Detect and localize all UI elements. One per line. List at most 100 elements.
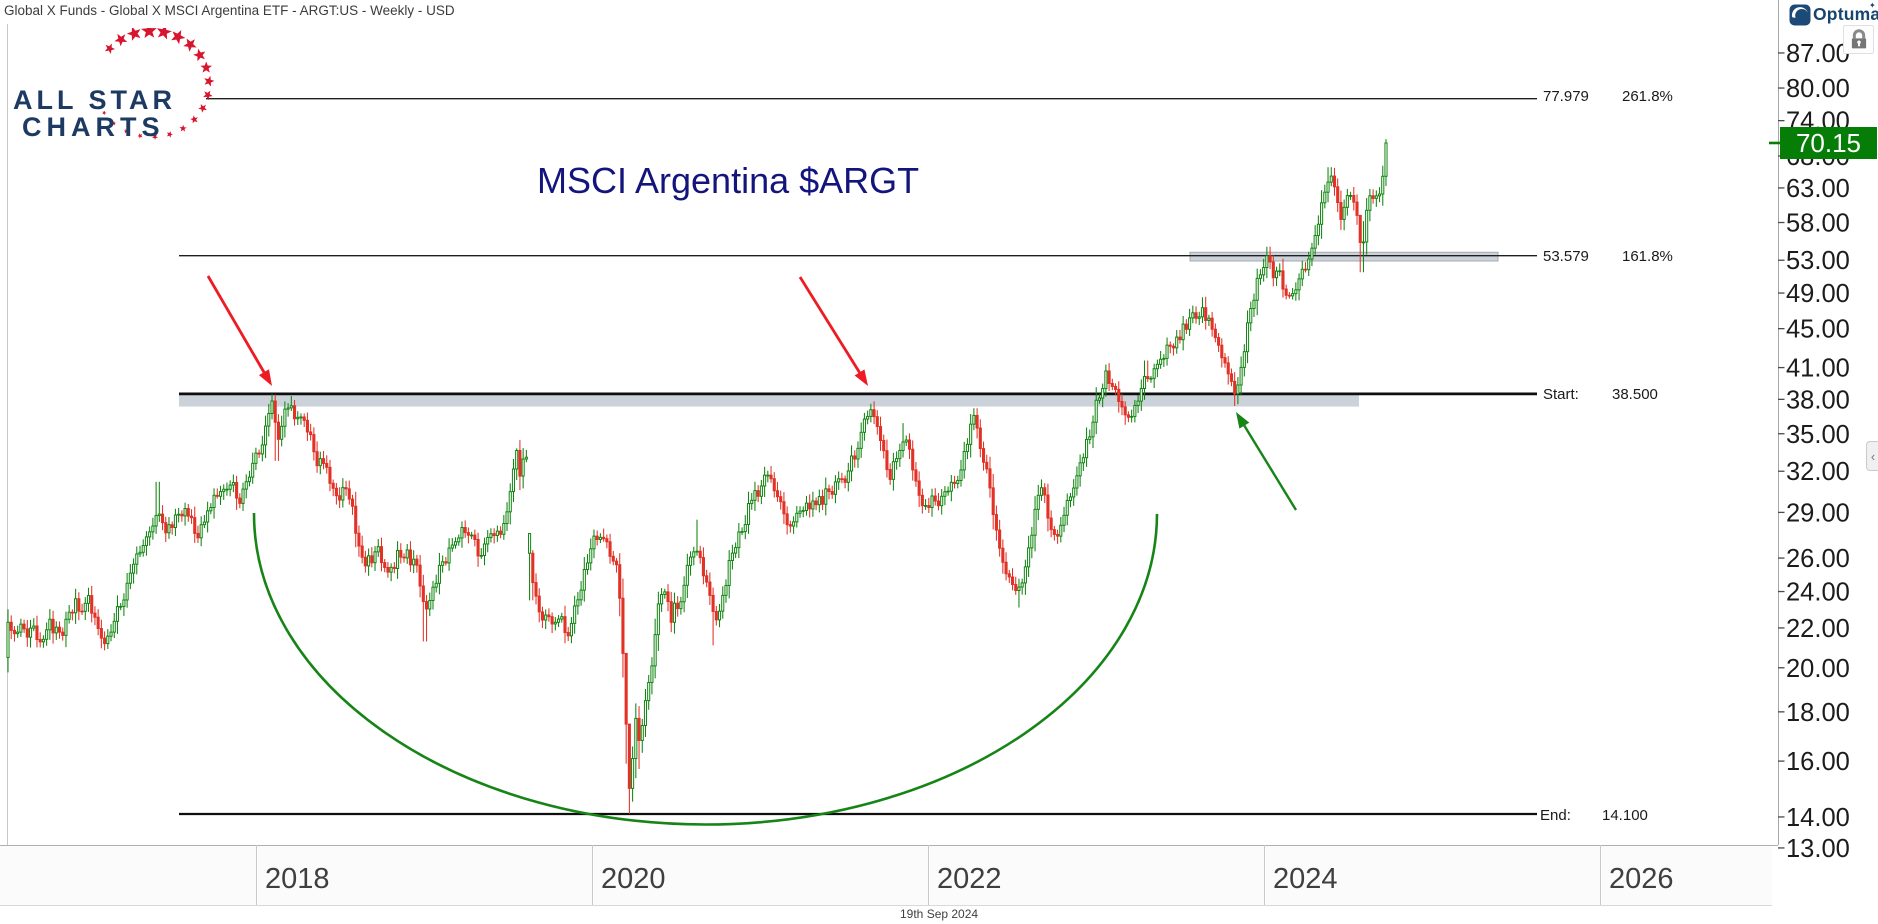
candle-body: [412, 558, 416, 566]
candle-body: [1329, 175, 1333, 183]
logo-star: [179, 124, 187, 132]
fib-261-pct-label: 261.8%: [1622, 88, 1673, 105]
optuma-logo-text: Optuma: [1813, 4, 1878, 24]
candle-body: [711, 594, 715, 613]
candle-body: [206, 510, 210, 523]
candle-body: [933, 495, 937, 502]
candle-body: [347, 488, 351, 500]
candle-body: [927, 505, 931, 509]
optuma-logo: Optuma ✦: [1789, 1, 1878, 27]
candle-body: [28, 627, 33, 638]
candle-body: [553, 621, 557, 625]
candle-body: [1236, 384, 1240, 395]
fib-161-pct-label: 161.8%: [1622, 248, 1673, 265]
y-axis-label: 53.00: [1786, 247, 1850, 275]
candle-body: [148, 531, 152, 538]
year-label: 2026: [1609, 863, 1674, 895]
candle-body: [1036, 494, 1040, 510]
candle-body: [814, 500, 818, 506]
candle-body: [450, 544, 454, 549]
candle-body: [1374, 195, 1378, 199]
candle-body: [215, 494, 219, 497]
year-label: 2020: [601, 863, 666, 895]
candle-body: [840, 478, 844, 481]
candle-body: [660, 594, 664, 605]
candle-body: [904, 439, 908, 443]
candle-body: [1123, 406, 1127, 416]
candle-body: [1126, 414, 1130, 418]
candle-body: [350, 498, 355, 507]
candle-body: [1178, 336, 1182, 341]
candle-body: [804, 502, 809, 512]
candle-body: [640, 725, 644, 741]
logo-star: [141, 28, 157, 38]
candle-body: [991, 487, 995, 516]
candle-body: [125, 582, 129, 601]
candle-body: [231, 481, 235, 486]
candle-body: [424, 601, 429, 610]
y-axis-label: 20.00: [1786, 655, 1850, 683]
candle-body: [705, 575, 709, 583]
candle-body: [1059, 524, 1063, 537]
lock-button[interactable]: [1843, 25, 1874, 54]
price-zone: [179, 392, 1359, 407]
candle-body: [444, 561, 448, 564]
candle-body: [470, 534, 474, 537]
lock-icon: [1851, 29, 1866, 49]
candle-body: [64, 618, 68, 636]
candle-body: [1307, 258, 1311, 271]
candle-body: [80, 610, 84, 613]
candle-body: [1316, 223, 1320, 237]
candle-body: [808, 502, 812, 510]
candle-body: [1110, 382, 1114, 387]
candle-body: [128, 572, 132, 584]
candle-body: [1223, 357, 1227, 364]
candle-body: [1136, 400, 1140, 406]
candle-body: [682, 584, 686, 603]
candle-body: [981, 448, 986, 463]
candle-body: [753, 490, 757, 501]
candle-body: [624, 652, 628, 725]
logo-star: [200, 61, 212, 73]
candle-body: [77, 598, 81, 612]
candle-body: [67, 611, 71, 620]
candle-body: [975, 414, 979, 429]
logo-star: [123, 128, 129, 134]
candle-body: [1101, 387, 1105, 399]
candle-body: [985, 461, 989, 470]
candle-body: [453, 541, 458, 546]
allstar-logo-text-1: ALL STAR: [13, 85, 176, 115]
candle-body: [151, 525, 155, 533]
candle-body: [286, 407, 290, 410]
y-axis-label: 16.00: [1786, 748, 1850, 776]
candle-body: [1313, 235, 1317, 249]
candle-body: [1052, 529, 1056, 535]
candle-body: [946, 490, 950, 493]
candle-body: [399, 549, 403, 558]
candle-body: [170, 524, 174, 529]
candle-body: [518, 449, 522, 477]
y-axis-label: 38.00: [1786, 386, 1850, 414]
candle-body: [386, 566, 390, 573]
candle-body: [1262, 267, 1266, 276]
candle-body: [466, 532, 470, 536]
candle-body: [321, 458, 326, 464]
candle-body: [672, 602, 677, 623]
candle-body: [1326, 181, 1330, 193]
candle-body: [1249, 308, 1253, 324]
candle-body: [592, 535, 596, 550]
sidebar-collapse-chevron[interactable]: ‹: [1866, 441, 1878, 471]
candle-body: [1352, 195, 1356, 203]
candle-body: [550, 616, 554, 625]
candle-body: [1381, 175, 1385, 195]
candle-body: [1226, 362, 1230, 375]
candle-body: [569, 622, 573, 637]
candle-body: [260, 444, 264, 455]
candle-body: [1245, 322, 1250, 353]
candle-body: [354, 505, 358, 534]
candle-body: [305, 419, 309, 433]
candle-body: [16, 631, 20, 635]
candle-body: [441, 561, 445, 566]
green-arrow-line: [1241, 422, 1298, 511]
